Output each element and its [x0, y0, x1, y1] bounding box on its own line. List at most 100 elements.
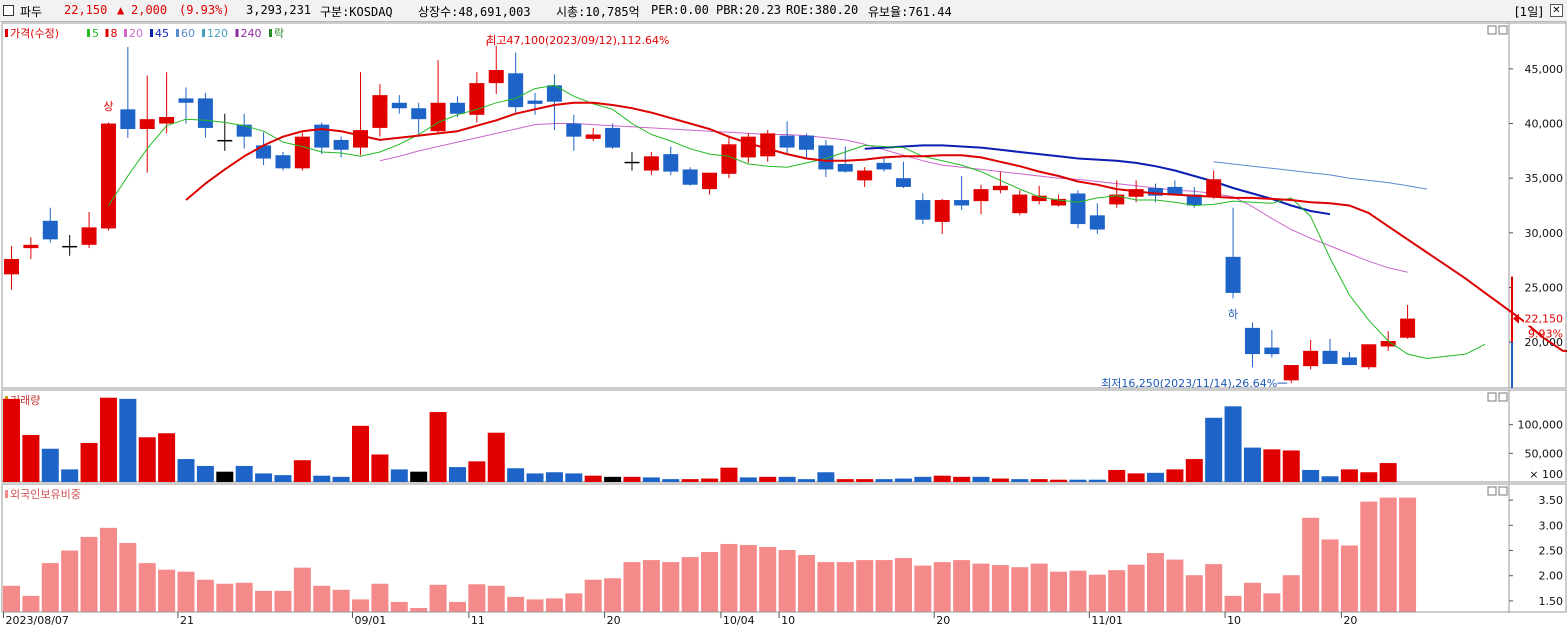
volume-bar — [332, 476, 350, 482]
panel-minimize-icon — [1487, 25, 1497, 35]
limit-down-mark: 하 — [1228, 307, 1238, 321]
limit-up-mark: 상 — [103, 100, 113, 113]
per-value: PER:0.00 — [651, 3, 709, 17]
candle-body — [430, 102, 446, 132]
price-tick-label: 45,000 — [1525, 63, 1564, 76]
candle-body — [934, 200, 950, 222]
candle-body — [294, 136, 310, 169]
foreign-bar — [274, 590, 292, 612]
candle-body — [1225, 256, 1241, 293]
ma45-line — [864, 144, 1331, 216]
foreign-bar — [352, 599, 370, 612]
x-tick-label: 09/01 — [355, 614, 387, 627]
foreign-tick-label: 2.00 — [1539, 570, 1564, 583]
foreign-bar — [681, 557, 699, 612]
volume-bar — [1282, 450, 1300, 482]
volume-bar — [584, 475, 602, 482]
stock-chart: 20,000 25,000 30,000 35,000 40,000 45,000 가격(수… — [1, 22, 1567, 627]
candle-body — [682, 169, 698, 185]
candle-body — [1186, 194, 1202, 206]
x-tick-label: 10 — [1227, 614, 1241, 627]
foreign-bar — [1360, 501, 1378, 612]
foreign-bar — [894, 558, 912, 612]
volume-bar — [545, 472, 563, 482]
volume-bar — [448, 467, 466, 482]
foreign-bar — [138, 563, 156, 612]
volume-bar — [894, 478, 912, 482]
foreign-bar — [80, 536, 98, 612]
candle-body — [1322, 350, 1338, 364]
candle-body — [333, 139, 349, 150]
candle-body — [798, 135, 814, 150]
x-tick-label: 11/01 — [1091, 614, 1123, 627]
price-tick-label: 20,000 — [1525, 336, 1564, 349]
panel-minimize-icon — [1487, 486, 1497, 496]
select-checkbox[interactable] — [3, 5, 14, 16]
candle-body — [527, 100, 543, 104]
candle-body — [197, 98, 213, 128]
foreign-bar — [1205, 564, 1223, 612]
legend-marker — [269, 29, 272, 37]
axis-range-bar-up — [1511, 276, 1513, 343]
reserve-ratio: 유보율:761.44 — [868, 5, 952, 19]
volume-bar — [1224, 406, 1242, 482]
candle-body — [391, 102, 407, 109]
volume-bar — [293, 460, 311, 482]
candle-body — [4, 259, 19, 275]
price-panel — [1, 22, 1567, 389]
volume-bar — [235, 465, 253, 482]
foreign-bar — [1302, 517, 1320, 612]
candle-body — [1341, 357, 1357, 366]
candle-body — [915, 200, 931, 220]
foreign-bar — [1069, 570, 1087, 612]
pbr-value: PBR:20.23 — [716, 3, 782, 17]
candle-body — [702, 172, 718, 190]
panel-close-icon — [1498, 25, 1508, 35]
legend-foreign-marker — [5, 490, 8, 498]
close-button[interactable]: ✕ — [1550, 4, 1563, 17]
volume-bar — [216, 471, 234, 482]
volume-bar — [99, 397, 117, 482]
foreign-bar — [662, 562, 680, 612]
foreign-bar — [216, 583, 234, 612]
volume-bar — [1263, 449, 1281, 482]
period-selector[interactable]: [1일] — [1514, 5, 1543, 19]
candle-body — [1051, 198, 1067, 206]
candle-body — [566, 123, 582, 137]
foreign-bar — [410, 607, 428, 612]
volume-bar — [158, 433, 176, 482]
volume-bar — [797, 479, 815, 482]
legend-label: 8 — [111, 27, 118, 40]
candle-body — [100, 123, 116, 229]
volume-bar — [720, 467, 738, 482]
price-change: 2,000 — [131, 3, 168, 17]
foreign-bar — [61, 550, 79, 612]
candle-body — [488, 69, 504, 84]
candle-body — [1400, 318, 1416, 338]
candle-body — [411, 108, 427, 120]
foreign-bar — [487, 585, 505, 612]
candle-body — [992, 185, 1008, 191]
candle-body — [1283, 365, 1299, 381]
current-percent-label: 9.93% — [1528, 328, 1563, 341]
volume-bar — [1360, 472, 1378, 482]
volume-bar — [313, 475, 331, 482]
foreign-bar — [196, 579, 214, 612]
legend-price-title: 가격(수정) — [10, 27, 59, 40]
volume-bar — [1243, 447, 1261, 482]
trade-volume: 3,293,231 — [246, 3, 312, 17]
legend-price-marker — [5, 29, 8, 37]
volume-bar — [739, 477, 757, 482]
foreign-bar — [623, 562, 641, 612]
high-annotation: 최고47,100(2023/09/12),112.64% — [486, 34, 669, 47]
candle-body — [1380, 341, 1396, 347]
volume-bar — [1321, 476, 1339, 482]
foreign-bar — [526, 599, 544, 612]
candle-body — [1244, 327, 1260, 355]
candle-body — [857, 170, 873, 181]
current-price-pointer-icon — [1513, 313, 1519, 324]
candle-body — [217, 139, 233, 142]
candle-body — [1167, 186, 1183, 195]
legend-label: 60 — [181, 27, 195, 40]
volume-bar — [875, 479, 893, 482]
